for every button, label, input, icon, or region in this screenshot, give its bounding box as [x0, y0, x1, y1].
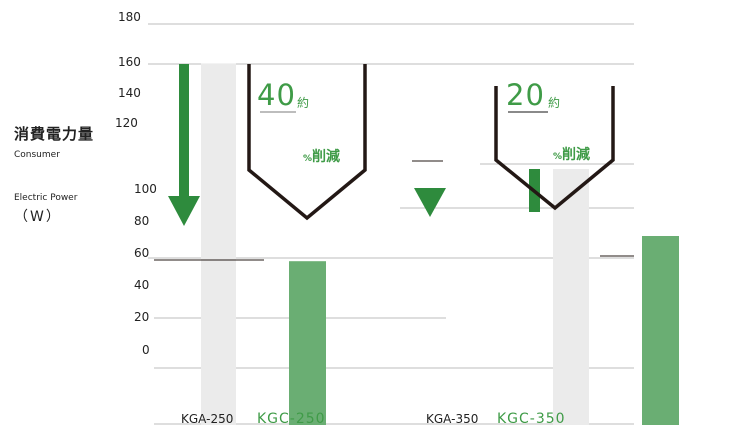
x-category-label: KGA-350	[426, 412, 479, 426]
bars	[154, 63, 679, 425]
percent-sign: %	[553, 152, 563, 162]
reduction-label: %削減	[553, 144, 590, 164]
y-tick-label: 160	[118, 55, 141, 69]
bar-kga-250	[201, 63, 236, 425]
y-tick-label: 120	[115, 116, 138, 130]
reduction-bracket-2	[494, 86, 615, 211]
y-tick-label: 180	[118, 10, 141, 24]
y-axis-subtitle-2: Electric Power	[14, 193, 78, 203]
y-axis-subtitle: Consumer	[14, 150, 60, 160]
bar-kga-350	[553, 169, 589, 425]
x-category-label: KGA-250	[181, 412, 234, 426]
y-tick-label: 0	[142, 343, 150, 357]
approx-label: 約	[548, 96, 561, 110]
reduction-text: 削減	[312, 149, 341, 165]
reduction-label: %削減	[303, 146, 340, 166]
y-tick-label: 80	[134, 214, 150, 228]
y-axis-unit: （W）	[14, 209, 62, 225]
y-tick-label: 100	[134, 182, 157, 196]
reduction-arrow-1	[168, 64, 200, 226]
y-axis-title: 消費電力量	[14, 125, 95, 143]
reduction-number: 40	[257, 78, 296, 112]
x-category-label: KGC-350	[497, 411, 566, 427]
reduction-number: 20	[506, 78, 545, 112]
bar-kgc-250	[289, 261, 326, 425]
y-tick-label: 40	[134, 278, 150, 292]
reduction-bracket-1	[247, 64, 367, 221]
approx-label: 約	[297, 96, 310, 110]
bar-kgc-350	[642, 236, 679, 425]
reduction-text: 削減	[562, 147, 591, 163]
annotations	[168, 64, 615, 226]
percent-sign: %	[303, 154, 313, 164]
y-tick-label: 20	[134, 310, 150, 324]
y-tick-label: 140	[118, 86, 141, 100]
y-tick-label: 60	[134, 246, 150, 260]
x-category-label: KGC-250	[257, 411, 326, 427]
reduction-arrow-2	[414, 188, 446, 217]
